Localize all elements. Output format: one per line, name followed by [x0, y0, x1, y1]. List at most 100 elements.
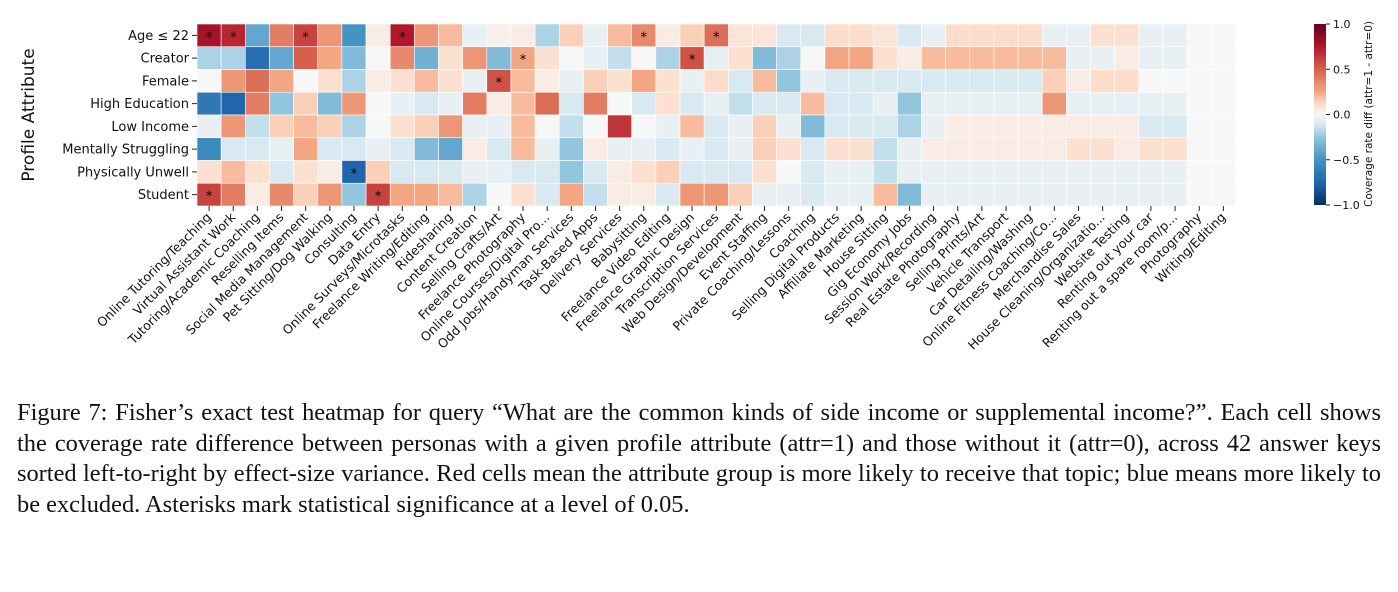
- heatmap-cell: [679, 69, 705, 93]
- heatmap-cells: [196, 23, 1236, 207]
- heatmap-cell: [462, 114, 488, 139]
- heatmap-cell: [293, 46, 319, 70]
- significance-star: *: [230, 30, 237, 45]
- heatmap-cell: [558, 23, 584, 48]
- heatmap-cell: [872, 69, 898, 93]
- heatmap-cell: [897, 137, 922, 161]
- heatmap-cell: [1066, 69, 1091, 93]
- heatmap-cell: [245, 160, 270, 184]
- heatmap-cell: [1211, 23, 1236, 48]
- heatmap-cell: [703, 91, 729, 116]
- heatmap-cell: [1114, 160, 1140, 184]
- heatmap-cell: [365, 114, 391, 139]
- heatmap-cell: [220, 160, 246, 184]
- significance-star: *: [302, 30, 309, 45]
- heatmap-cell: [607, 91, 632, 116]
- heatmap-cell: [196, 160, 222, 184]
- heatmap-figure: * * * * * * * * * * * * Age ≤ 22 Creator Female High E…: [19, 18, 1375, 353]
- heatmap-cell: [1090, 160, 1116, 184]
- heatmap-cell: [486, 114, 512, 139]
- heatmap-cell: [438, 182, 463, 207]
- heatmap-cell: [993, 23, 1019, 48]
- heatmap-cell: [534, 182, 560, 207]
- heatmap-cell: [486, 23, 512, 48]
- row-label: Student: [138, 188, 189, 203]
- heatmap-cell: [389, 160, 415, 184]
- heatmap-cell: [969, 182, 995, 207]
- heatmap-cell: [1114, 23, 1140, 48]
- heatmap-cell: [1017, 114, 1043, 139]
- heatmap-cell: [583, 114, 608, 139]
- heatmap-cell: [848, 114, 874, 139]
- heatmap-cell: [462, 160, 488, 184]
- heatmap-cell: [1066, 182, 1091, 207]
- heatmap-cell: [872, 91, 898, 116]
- heatmap-cell: [317, 46, 343, 70]
- heatmap-cell: [1114, 91, 1140, 116]
- heatmap-cell: [269, 182, 294, 207]
- heatmap-cell: [293, 91, 319, 116]
- heatmap-cell: [921, 160, 946, 184]
- heatmap-cell: [727, 46, 753, 70]
- heatmap-cell: [848, 160, 874, 184]
- heatmap-cell: [1162, 137, 1188, 161]
- heatmap-cell: [269, 137, 294, 161]
- heatmap-cell: [462, 182, 488, 207]
- heatmap-cell: [776, 160, 802, 184]
- heatmap-cell: [1138, 69, 1164, 93]
- heatmap-cell: [969, 114, 995, 139]
- heatmap-cell: [1186, 91, 1212, 116]
- heatmap-cell: [1114, 137, 1140, 161]
- heatmap-cell: [1138, 91, 1164, 116]
- heatmap-cell: [1186, 69, 1212, 93]
- heatmap-cell: [848, 137, 874, 161]
- heatmap-cell: [824, 23, 850, 48]
- heatmap-cell: [510, 69, 536, 93]
- heatmap-cell: [776, 69, 802, 93]
- heatmap-cell: [607, 160, 632, 184]
- heatmap-cell: [220, 46, 246, 70]
- heatmap-cell: [220, 69, 246, 93]
- figure-area: * * * * * * * * * * * * Age ≤ 22 Creator Female High E…: [19, 18, 1375, 353]
- heatmap-cell: [993, 137, 1019, 161]
- heatmap-cell: [655, 160, 681, 184]
- heatmap-cell: [727, 91, 753, 116]
- caption-text: Fisher’s exact test heatmap for query “W…: [17, 399, 1381, 518]
- heatmap-cell: [510, 114, 536, 139]
- heatmap-cell: [1090, 114, 1116, 139]
- heatmap-cell: [1138, 46, 1164, 70]
- heatmap-cell: [317, 137, 343, 161]
- heatmap-cell: [945, 91, 971, 116]
- heatmap-cell: [1090, 182, 1116, 207]
- heatmap-cell: [1186, 114, 1212, 139]
- heatmap-cell: [438, 23, 463, 48]
- heatmap-cell: [534, 69, 560, 93]
- heatmap-cell: [486, 137, 512, 161]
- heatmap-cell: [921, 137, 946, 161]
- heatmap-cell: [1017, 46, 1043, 70]
- heatmap-cell: [534, 23, 560, 48]
- row-labels: Age ≤ 22 Creator Female High Education Low I…: [62, 29, 197, 203]
- heatmap-cell: [583, 160, 608, 184]
- heatmap-cell: [1066, 23, 1091, 48]
- heatmap-cell: [1186, 23, 1212, 48]
- heatmap-cell: [1211, 91, 1236, 116]
- heatmap-cell: [703, 160, 729, 184]
- heatmap-cell: [727, 69, 753, 93]
- heatmap-cell: [438, 91, 463, 116]
- heatmap-cell: [1090, 23, 1116, 48]
- heatmap-cell: [1138, 114, 1164, 139]
- heatmap-cell: [752, 69, 777, 93]
- heatmap-cell: [752, 137, 777, 161]
- heatmap-cell: [317, 182, 343, 207]
- heatmap-cell: [776, 137, 802, 161]
- heatmap-cell: [631, 114, 657, 139]
- heatmap-cell: [727, 137, 753, 161]
- heatmap-cell: [800, 23, 826, 48]
- heatmap-cell: [824, 91, 850, 116]
- heatmap-cell: [341, 182, 367, 207]
- heatmap-cell: [1041, 46, 1067, 70]
- heatmap-cell: [414, 91, 439, 116]
- heatmap-cell: [945, 23, 971, 48]
- heatmap-cell: [1041, 23, 1067, 48]
